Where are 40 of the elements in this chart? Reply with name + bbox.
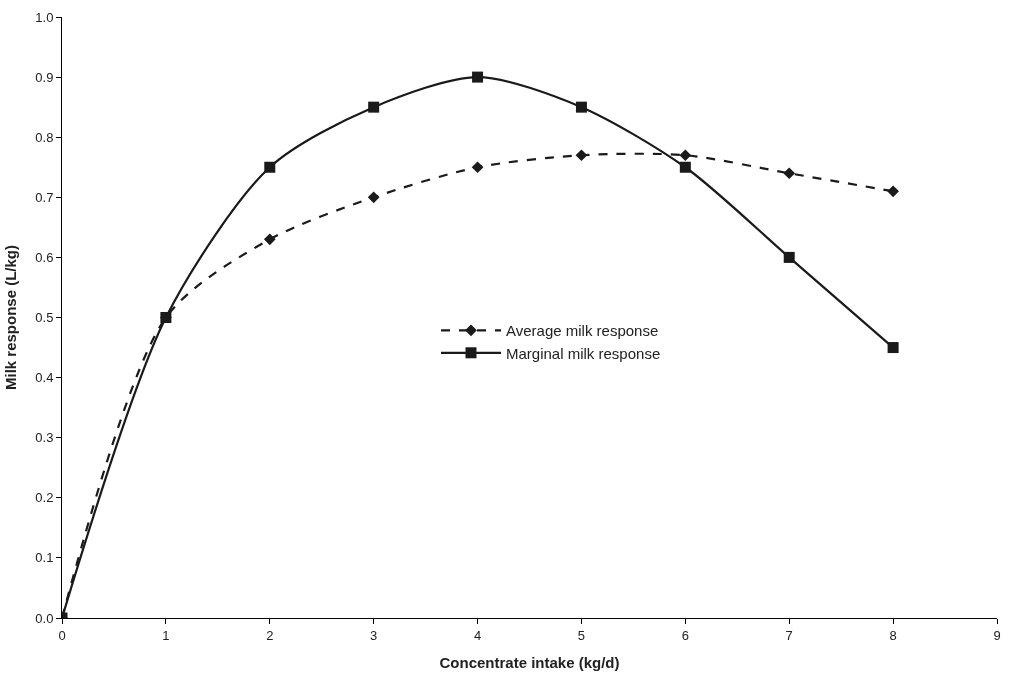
y-tick-label: 0.4 bbox=[35, 370, 54, 386]
x-tick-label: 5 bbox=[577, 627, 586, 643]
y-axis-title: Milk response (L/kg) bbox=[1, 244, 19, 391]
x-tick-label: 4 bbox=[473, 627, 482, 643]
legend-label: Marginal milk response bbox=[506, 344, 661, 362]
x-tick-label: 3 bbox=[370, 627, 378, 643]
point bbox=[887, 185, 899, 198]
y-tick-label: 0.3 bbox=[35, 430, 54, 446]
y-tick-label: 0.7 bbox=[35, 189, 54, 205]
x-tick-label: 2 bbox=[266, 627, 274, 643]
point bbox=[472, 71, 484, 83]
x-tick-label: 9 bbox=[993, 627, 1001, 643]
y-tick-label: 0.5 bbox=[35, 310, 54, 326]
point bbox=[367, 191, 380, 204]
x-tick-label: 1 bbox=[162, 627, 170, 643]
y-tick-label: 0.2 bbox=[35, 490, 54, 506]
point bbox=[679, 149, 692, 162]
y-tick-label: 0.8 bbox=[35, 129, 54, 145]
x-tick-label: 7 bbox=[785, 627, 793, 643]
x-tick-label: 8 bbox=[889, 627, 897, 643]
x-axis-title: Concentrate intake (kg/d) bbox=[439, 653, 620, 671]
point bbox=[783, 251, 795, 263]
y-tick-label: 0.0 bbox=[35, 610, 54, 626]
x-tick-label: 6 bbox=[681, 627, 689, 643]
point bbox=[679, 161, 691, 173]
point bbox=[471, 161, 484, 174]
point bbox=[264, 161, 276, 173]
x-tick-label: 0 bbox=[58, 627, 66, 643]
point bbox=[368, 101, 380, 113]
y-tick-label: 0.6 bbox=[35, 249, 54, 265]
point bbox=[575, 149, 588, 162]
point bbox=[160, 312, 172, 323]
legend-label: Average milk response bbox=[506, 322, 659, 340]
y-tick-label: 0.9 bbox=[35, 69, 54, 85]
point bbox=[263, 233, 276, 246]
point bbox=[575, 101, 587, 113]
point bbox=[887, 342, 899, 354]
y-tick-label: 0.1 bbox=[35, 550, 54, 566]
point bbox=[783, 167, 796, 180]
y-tick-label: 1.0 bbox=[35, 9, 54, 25]
